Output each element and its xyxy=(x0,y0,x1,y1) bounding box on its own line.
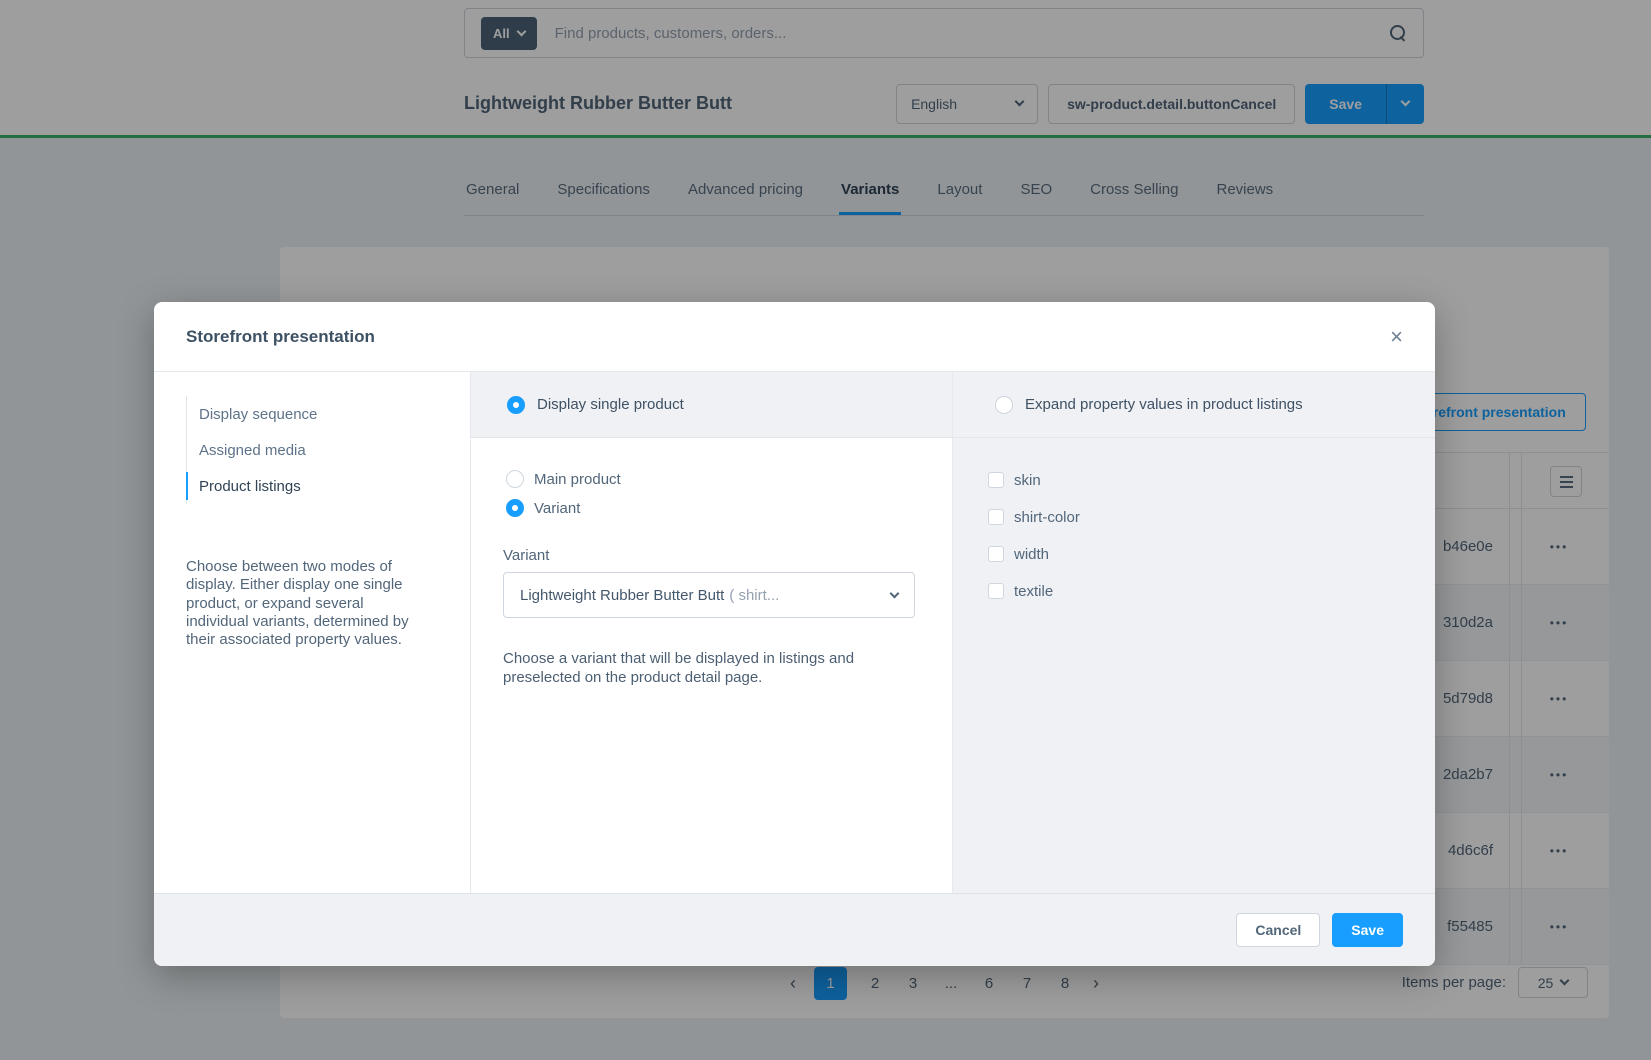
tab-reviews[interactable]: Reviews xyxy=(1216,181,1274,198)
variant-select-value-suffix: ( shirt... xyxy=(729,586,780,604)
hamburger-icon xyxy=(1559,475,1573,478)
variant-id: 2da2b7 xyxy=(1442,766,1493,783)
items-per-page-select[interactable]: 25 xyxy=(1518,967,1588,998)
pagination-page-1[interactable]: 1 xyxy=(814,967,847,1000)
grid-column-divider xyxy=(1521,452,1522,965)
expand-properties-header: Expand property values in product listin… xyxy=(953,372,1435,438)
storefront-presentation-modal: Storefront presentation × Display sequen… xyxy=(154,302,1435,966)
pagination-ellipsis: ... xyxy=(944,975,958,992)
pagination-page-8[interactable]: 8 xyxy=(1060,975,1070,992)
variant-select-value: Lightweight Rubber Butter Butt xyxy=(520,586,725,604)
items-per-page-label: Items per page: xyxy=(1401,974,1506,991)
topbar: All xyxy=(0,0,1651,72)
language-select-value: English xyxy=(911,95,957,112)
tab-advanced-pricing[interactable]: Advanced pricing xyxy=(687,181,804,198)
expand-properties-label[interactable]: Expand property values in product listin… xyxy=(1025,396,1303,413)
search-scope-button[interactable]: All xyxy=(481,16,537,50)
modal-save-button[interactable]: Save xyxy=(1332,913,1403,947)
save-split-button[interactable]: Save xyxy=(1305,83,1424,124)
variant-id: 5d79d8 xyxy=(1442,690,1493,707)
grid-column-divider xyxy=(1509,452,1510,965)
expand-properties-column: Expand property values in product listin… xyxy=(953,372,1435,893)
chevron-down-icon xyxy=(889,588,900,598)
single-product-header: Display single product xyxy=(471,372,952,438)
modal-title: Storefront presentation xyxy=(186,326,375,346)
save-dropdown-button[interactable] xyxy=(1386,83,1424,124)
items-per-page-value: 25 xyxy=(1537,974,1554,991)
property-checkbox-skin[interactable] xyxy=(988,472,1004,488)
variant-option-label[interactable]: Variant xyxy=(534,499,581,517)
sidebar-item-product-listings[interactable]: Product listings xyxy=(186,468,438,504)
tab-specifications[interactable]: Specifications xyxy=(557,181,650,198)
close-icon[interactable]: × xyxy=(1390,323,1403,349)
property-checkbox-shirt-color[interactable] xyxy=(988,509,1004,525)
pagination: ‹ 1 2 3 ... 6 7 8 › xyxy=(280,967,1609,1000)
tab-seo[interactable]: SEO xyxy=(1020,181,1053,198)
search-icon[interactable] xyxy=(1389,24,1407,42)
sidebar-description: Choose between two modes of display. Eit… xyxy=(186,558,409,649)
tab-general[interactable]: General xyxy=(466,181,520,198)
variant-id: 310d2a xyxy=(1442,614,1493,631)
property-label-skin[interactable]: skin xyxy=(1014,471,1041,489)
single-product-column: Display single product Main product Vari… xyxy=(471,372,953,893)
page-title: Lightweight Rubber Butter Butt xyxy=(464,93,732,113)
expand-properties-radio[interactable] xyxy=(995,395,1013,414)
sidebar-item-assigned-media[interactable]: Assigned media xyxy=(199,441,306,459)
context-menu-button[interactable]: ••• xyxy=(1549,691,1569,706)
save-button[interactable]: Save xyxy=(1305,83,1386,124)
pagination-page-6[interactable]: 6 xyxy=(984,975,994,992)
tab-variants[interactable]: Variants xyxy=(839,175,902,215)
property-checkbox-width[interactable] xyxy=(988,546,1004,562)
context-menu-button[interactable]: ••• xyxy=(1549,843,1569,858)
sidebar-item-display-sequence[interactable]: Display sequence xyxy=(199,405,318,423)
smartbar: Lightweight Rubber Butter Butt English s… xyxy=(0,72,1651,138)
main-product-label[interactable]: Main product xyxy=(534,470,621,488)
context-menu-button[interactable]: ••• xyxy=(1549,767,1569,782)
variant-id: 4d6c6f xyxy=(1447,842,1493,859)
display-single-product-radio[interactable] xyxy=(507,395,525,414)
property-label-width[interactable]: width xyxy=(1014,545,1050,563)
variant-id: f55485 xyxy=(1447,918,1493,935)
search-input[interactable] xyxy=(554,24,1389,42)
product-tabs: General Specifications Advanced pricing … xyxy=(464,175,1424,216)
pagination-page-7[interactable]: 7 xyxy=(1022,975,1032,992)
variant-id: b46e0e xyxy=(1442,538,1493,555)
modal-cancel-button[interactable]: Cancel xyxy=(1236,913,1321,947)
variant-help-text: Choose a variant that will be displayed … xyxy=(503,650,855,686)
modal-header: Storefront presentation × xyxy=(154,302,1435,372)
property-label-shirt-color[interactable]: shirt-color xyxy=(1014,508,1080,526)
modal-footer: Cancel Save xyxy=(154,893,1435,966)
pagination-page-3[interactable]: 3 xyxy=(908,975,918,992)
display-single-product-label[interactable]: Display single product xyxy=(537,396,684,413)
global-search-bar[interactable]: All xyxy=(464,8,1424,58)
variant-select[interactable]: Lightweight Rubber Butter Butt ( shirt..… xyxy=(503,572,915,618)
main-product-radio[interactable] xyxy=(506,470,524,488)
property-label-textile[interactable]: textile xyxy=(1014,582,1054,600)
context-menu-button[interactable]: ••• xyxy=(1549,919,1569,934)
language-select[interactable]: English xyxy=(896,83,1039,124)
context-menu-button[interactable]: ••• xyxy=(1549,539,1569,554)
cancel-button[interactable]: sw-product.detail.buttonCancel xyxy=(1048,83,1296,124)
variant-field-label: Variant xyxy=(503,547,550,564)
pagination-prev-icon[interactable]: ‹ xyxy=(790,973,796,993)
pagination-next-icon[interactable]: › xyxy=(1093,973,1099,993)
pagination-page-2[interactable]: 2 xyxy=(870,975,880,992)
search-scope-label: All xyxy=(493,25,510,41)
grid-settings-button[interactable] xyxy=(1550,466,1582,497)
tab-cross-selling[interactable]: Cross Selling xyxy=(1090,181,1179,198)
variant-radio[interactable] xyxy=(506,499,524,517)
property-checkbox-textile[interactable] xyxy=(988,583,1004,599)
context-menu-button[interactable]: ••• xyxy=(1549,615,1569,630)
modal-sidebar: Display sequence Assigned media Product … xyxy=(154,372,471,893)
tab-layout[interactable]: Layout xyxy=(937,181,983,198)
